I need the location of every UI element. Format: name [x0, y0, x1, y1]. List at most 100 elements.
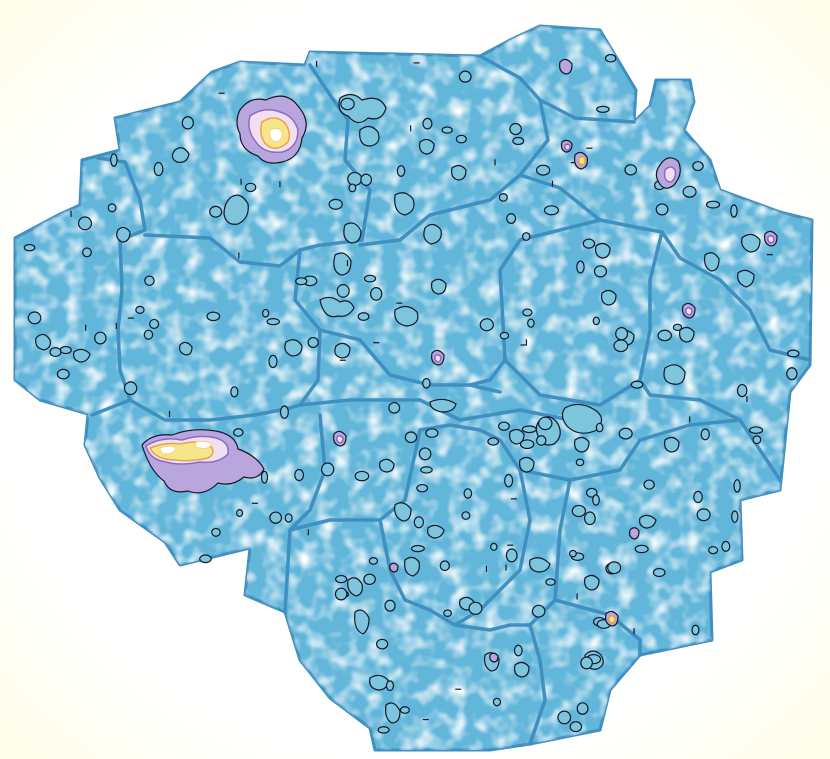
contour-dot [538, 416, 553, 431]
contour-dot [443, 609, 453, 617]
contour-dot [335, 574, 348, 584]
hotspot-north-east [559, 58, 681, 189]
contour-dot [630, 380, 644, 389]
contour-dot [153, 161, 164, 177]
contour-blob [419, 138, 435, 155]
contour-dot [23, 243, 36, 252]
contour-dot [416, 483, 429, 493]
contour-dot [571, 504, 587, 518]
contour-dot [439, 560, 450, 572]
density-dots [23, 53, 800, 734]
contour-blob [519, 456, 535, 473]
contour-dot [123, 381, 138, 396]
contour-blob [179, 341, 193, 356]
contour-dot [294, 468, 305, 482]
contour-dot [363, 573, 376, 586]
contour-dot [509, 122, 522, 136]
contour-blob [394, 502, 412, 522]
contour-dot [752, 435, 762, 445]
contour-dot [399, 706, 410, 714]
contour-dot [199, 554, 212, 564]
border-s-2 [288, 423, 522, 532]
hotspot-east [682, 230, 778, 319]
contour-blob [385, 702, 401, 724]
contour-blob [319, 296, 355, 318]
contour-blob [73, 348, 91, 363]
contour-dot [545, 578, 556, 586]
contour-dot [49, 347, 62, 358]
contour-dot [388, 401, 401, 414]
contour-dot [230, 386, 239, 398]
contour-dot [458, 70, 472, 83]
contour-dot [143, 329, 154, 340]
contour-blob [334, 342, 351, 359]
contour-dot [149, 318, 160, 330]
contour-dot [499, 331, 510, 340]
contour-blob [514, 661, 530, 678]
border-ne-2 [518, 173, 642, 230]
contour-dot [268, 354, 278, 369]
contour-blob [404, 556, 420, 577]
contour-dot [512, 136, 525, 146]
contour-dot [307, 336, 319, 348]
contour-blob [679, 326, 695, 343]
hotspot-north-west [236, 95, 307, 164]
contour-dot [441, 126, 453, 134]
contour-blob [116, 226, 131, 243]
contour-blob [664, 436, 680, 453]
contour-dot [596, 105, 610, 113]
contour-dot [295, 277, 308, 286]
contour-dot [107, 203, 117, 213]
contour-dot [521, 232, 531, 241]
contour-blob [423, 223, 442, 245]
contour-blob [741, 233, 761, 253]
contour-dot [557, 710, 572, 725]
contour-dot [505, 548, 518, 563]
contour-dot [733, 479, 741, 493]
contour-dot [672, 323, 683, 332]
contour-dot [418, 447, 432, 461]
contour-blob [354, 609, 370, 635]
contour-dot [455, 134, 467, 144]
contour-dot [348, 183, 357, 193]
contour-dot [634, 544, 649, 554]
contour-blob [737, 269, 755, 288]
contour-dot [593, 265, 608, 278]
contour-dot [328, 198, 343, 210]
contour-blob [369, 674, 389, 691]
contour-dot [110, 153, 118, 167]
contour-blob [427, 524, 445, 539]
contour-dot [347, 171, 363, 187]
contour-dot [519, 439, 535, 450]
contour-blob [639, 514, 657, 529]
contour-dot [82, 247, 92, 258]
contour-dot [498, 421, 510, 431]
contour-blob [359, 125, 380, 147]
contour-dot [479, 318, 494, 332]
contour-blob [529, 557, 551, 573]
contour-dot [787, 349, 800, 358]
border-s-3 [378, 468, 532, 627]
contour-blob [574, 436, 590, 453]
contour-dot [360, 173, 373, 186]
contour-dot [504, 473, 514, 488]
contour-dot [527, 318, 535, 328]
border-w-2 [128, 398, 302, 422]
contour-blob [595, 242, 611, 259]
contour-dot [410, 544, 425, 553]
contour-dot [583, 511, 596, 526]
contour-dot [279, 405, 289, 419]
border-s-1 [283, 413, 327, 614]
border-c-1 [318, 328, 502, 394]
contour-dot [354, 470, 370, 482]
hotspot-west [141, 429, 265, 494]
contour-dot [748, 426, 764, 434]
contour-dot [244, 182, 257, 193]
contour-dot [233, 428, 244, 437]
contour-dot [209, 205, 223, 218]
contour-dot [595, 422, 604, 433]
contour-dot [691, 624, 700, 636]
contour-dot [604, 53, 617, 63]
contour-blob [431, 278, 447, 295]
contour-blob [35, 333, 51, 351]
